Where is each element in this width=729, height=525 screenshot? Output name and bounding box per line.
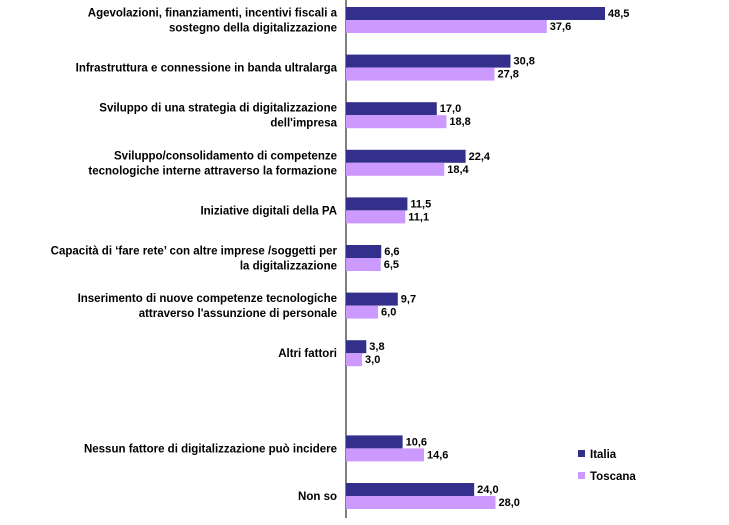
category-label: Altri fattori: [278, 348, 337, 360]
legend-label-italia: Italia: [590, 449, 617, 461]
value-label-italia: 9,7: [401, 294, 416, 306]
value-label-italia: 24,0: [477, 484, 498, 496]
bar-toscana-sviluppo-consolidamento-di-competenze-te: [346, 162, 445, 176]
value-label-toscana: 14,6: [427, 449, 448, 461]
bar-italia-altri-fattori: [346, 340, 367, 354]
bar-toscana-iniziative-digitali-della-pa: [346, 210, 406, 224]
bar-italia-sviluppo-consolidamento-di-competenze-te: [346, 149, 466, 163]
bar-italia-capacit-di-fare-rete-con-altre-imprese-s: [346, 245, 382, 258]
value-label-toscana: 3,0: [365, 354, 380, 366]
bar-toscana-agevolazioni-finanziamenti-incentivi-fis: [346, 20, 547, 33]
category-label: Iniziative digitali della PA: [200, 205, 337, 217]
labels-group: Agevolazioni, finanziamenti, incentivi f…: [51, 8, 630, 510]
category-label: Sviluppo di una strategia di digitalizza…: [99, 103, 337, 115]
category-label: Nessun fattore di digitalizzazione può i…: [84, 443, 337, 455]
category-label: Non so: [298, 491, 337, 503]
value-label-italia: 11,5: [410, 198, 431, 210]
value-label-toscana: 28,0: [499, 497, 520, 509]
value-label-toscana: 27,8: [497, 69, 518, 81]
value-label-italia: 3,8: [369, 341, 384, 353]
legend-label-toscana: Toscana: [590, 471, 636, 483]
bar-italia-sviluppo-di-una-strategia-di-digitalizza: [346, 102, 437, 116]
value-label-toscana: 6,5: [384, 259, 399, 271]
bars-group: [346, 7, 605, 509]
value-label-toscana: 18,8: [449, 116, 470, 128]
value-label-italia: 30,8: [513, 56, 534, 68]
bar-toscana-sviluppo-di-una-strategia-di-digitalizza: [346, 115, 447, 129]
category-label: sostegno della digitalizzazione: [169, 23, 337, 35]
value-label-toscana: 6,0: [381, 307, 396, 319]
value-label-italia: 48,5: [608, 8, 629, 20]
bar-toscana-altri-fattori: [346, 353, 363, 367]
category-label: tecnologiche interne attraverso la forma…: [88, 165, 337, 177]
legend: Italia Toscana: [578, 449, 636, 483]
bar-italia-non-so: [346, 483, 475, 496]
category-label: Inserimento di nuove competenze tecnolog…: [78, 293, 337, 305]
bar-italia-infrastruttura-e-connessione-in-banda-ul: [346, 54, 511, 68]
value-label-italia: 10,6: [406, 436, 427, 448]
category-label: Capacità di ‘fare rete’ con altre impres…: [51, 246, 338, 258]
bar-toscana-inserimento-di-nuove-competenze-tecnolog: [346, 305, 379, 319]
value-label-toscana: 11,1: [408, 211, 429, 223]
value-label-italia: 6,6: [384, 246, 399, 258]
category-label: dell'impresa: [270, 118, 337, 130]
category-label: la digitalizzazione: [240, 261, 337, 273]
bar-toscana-nessun-fattore-di-digitalizzazione-pu-in: [346, 448, 424, 462]
value-label-toscana: 37,6: [550, 21, 571, 33]
bar-toscana-non-so: [346, 496, 496, 509]
bar-italia-inserimento-di-nuove-competenze-tecnolog: [346, 292, 398, 306]
value-label-italia: 22,4: [469, 151, 491, 163]
value-label-italia: 17,0: [440, 103, 461, 115]
bar-italia-nessun-fattore-di-digitalizzazione-pu-in: [346, 435, 403, 449]
legend-swatch-toscana: [578, 472, 585, 479]
legend-swatch-italia: [578, 450, 585, 457]
bar-toscana-capacit-di-fare-rete-con-altre-imprese-s: [346, 258, 381, 271]
bar-toscana-infrastruttura-e-connessione-in-banda-ul: [346, 67, 495, 81]
bar-italia-agevolazioni-finanziamenti-incentivi-fis: [346, 7, 605, 20]
category-label: attraverso l'assunzione di personale: [139, 308, 337, 320]
value-label-toscana: 18,4: [447, 164, 469, 176]
category-label: Infrastruttura e connessione in banda ul…: [76, 63, 338, 75]
category-label: Sviluppo/consolidamento di competenze: [114, 150, 337, 162]
category-label: Agevolazioni, finanziamenti, incentivi f…: [88, 8, 338, 20]
bar-italia-iniziative-digitali-della-pa: [346, 197, 408, 211]
